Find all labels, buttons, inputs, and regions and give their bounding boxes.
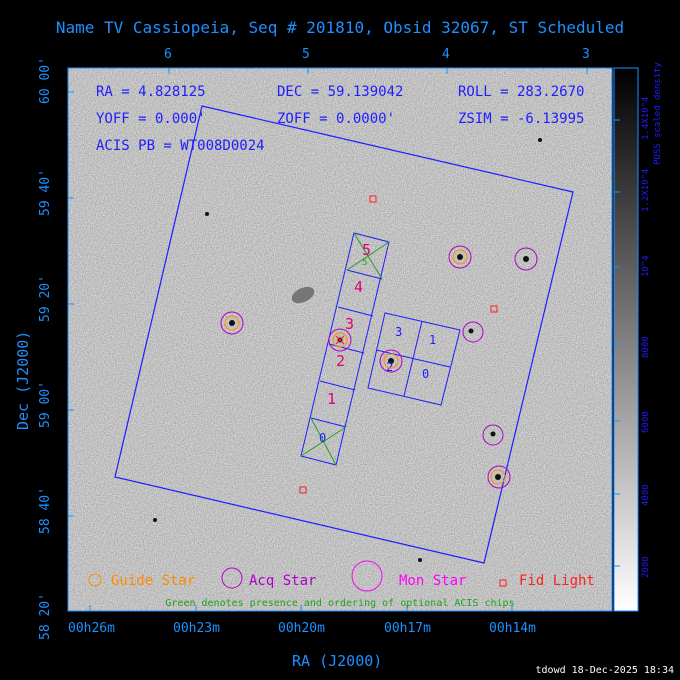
bottom-tick-20m: 00h20m bbox=[278, 621, 325, 636]
plot-title: Name TV Cassiopeia, Seq # 201810, Obsid … bbox=[55, 18, 625, 37]
info-zsim: ZSIM = -6.13995 bbox=[458, 111, 584, 127]
bottom-tick-26m: 00h26m bbox=[68, 621, 115, 636]
colorbar-ticks bbox=[614, 119, 620, 567]
top-tick-4: 4 bbox=[442, 47, 450, 62]
colorbar-tick-4000: 4000 bbox=[641, 484, 651, 506]
s-chip-label-4: 4 bbox=[354, 278, 363, 296]
info-acis: ACIS PB = WT008D0024 bbox=[96, 138, 265, 154]
chip5-cross bbox=[346, 232, 390, 280]
colorbar-tick-2000: 2000 bbox=[641, 556, 651, 578]
colorbar-tick-10000: 10^4 bbox=[641, 255, 651, 277]
fov-box bbox=[114, 105, 574, 564]
galaxy-blob bbox=[291, 286, 315, 304]
colorbar-label: POSS scaled density bbox=[653, 61, 663, 165]
colorbar-tick-14000: 1.4X10^4 bbox=[641, 97, 651, 140]
top-tick-5: 5 bbox=[302, 47, 310, 62]
info-dec: DEC = 59.139042 bbox=[277, 84, 403, 100]
s-chip-label-3: 3 bbox=[345, 315, 354, 333]
bottom-tick-17m: 00h17m bbox=[384, 621, 431, 636]
chip0-cross bbox=[300, 417, 347, 466]
legend-fid-symbol bbox=[499, 579, 507, 587]
legend-acq-symbol bbox=[221, 567, 243, 589]
s-chip-label-2: 2 bbox=[336, 352, 345, 370]
s-chip-label-5-green: 5 bbox=[362, 258, 367, 268]
acq-stars bbox=[220, 245, 538, 489]
info-yoff: YOFF = 0.000' bbox=[96, 111, 206, 127]
s-chip-label-5: 5 bbox=[362, 241, 371, 259]
bright-stars bbox=[153, 138, 542, 562]
colorbar bbox=[613, 67, 639, 612]
footer-stamp: tdowd 18-Dec-2025 18:34 bbox=[535, 665, 674, 676]
legend-mon-label: Mon Star bbox=[399, 573, 466, 589]
bottom-tick-14m: 00h14m bbox=[489, 621, 536, 636]
i-chip-label-2: 2 bbox=[386, 360, 393, 374]
target-marker bbox=[335, 335, 345, 345]
legend-acq-label: Acq Star bbox=[249, 573, 316, 589]
colorbar-tick-6000: 6000 bbox=[641, 411, 651, 433]
guide-stars bbox=[224, 249, 506, 485]
s-chip-label-0: 0 bbox=[319, 431, 326, 445]
legend: Guide Star Acq Star Mon Star Fid Light G… bbox=[88, 560, 595, 609]
top-tick-3: 3 bbox=[582, 47, 590, 62]
info-zoff: ZOFF = 0.0000' bbox=[277, 111, 395, 127]
legend-guide-label: Guide Star bbox=[111, 573, 195, 589]
info-ra: RA = 4.828125 bbox=[96, 84, 206, 100]
acis-i-chips bbox=[367, 312, 461, 406]
s-chip-label-1: 1 bbox=[327, 390, 336, 408]
colorbar-tick-8000: 8000 bbox=[641, 336, 651, 358]
fid-lights bbox=[299, 195, 498, 494]
colorbar-tick-12000: 1.2X10^4 bbox=[641, 169, 651, 212]
i-chip-label-1: 1 bbox=[429, 333, 436, 347]
legend-fid-label: Fid Light bbox=[519, 573, 595, 589]
info-roll: ROLL = 283.2670 bbox=[458, 84, 584, 100]
legend-note: Green denotes presence and ordering of o… bbox=[165, 598, 514, 609]
top-tick-6: 6 bbox=[164, 47, 172, 62]
axis-ticks bbox=[68, 68, 588, 611]
legend-guide-symbol bbox=[88, 573, 102, 587]
i-chip-label-0: 0 bbox=[422, 367, 429, 381]
x-axis-label: RA (J2000) bbox=[292, 652, 383, 670]
legend-mon-symbol bbox=[351, 560, 383, 592]
bottom-tick-23m: 00h23m bbox=[173, 621, 220, 636]
i-chip-label-3: 3 bbox=[395, 325, 402, 339]
